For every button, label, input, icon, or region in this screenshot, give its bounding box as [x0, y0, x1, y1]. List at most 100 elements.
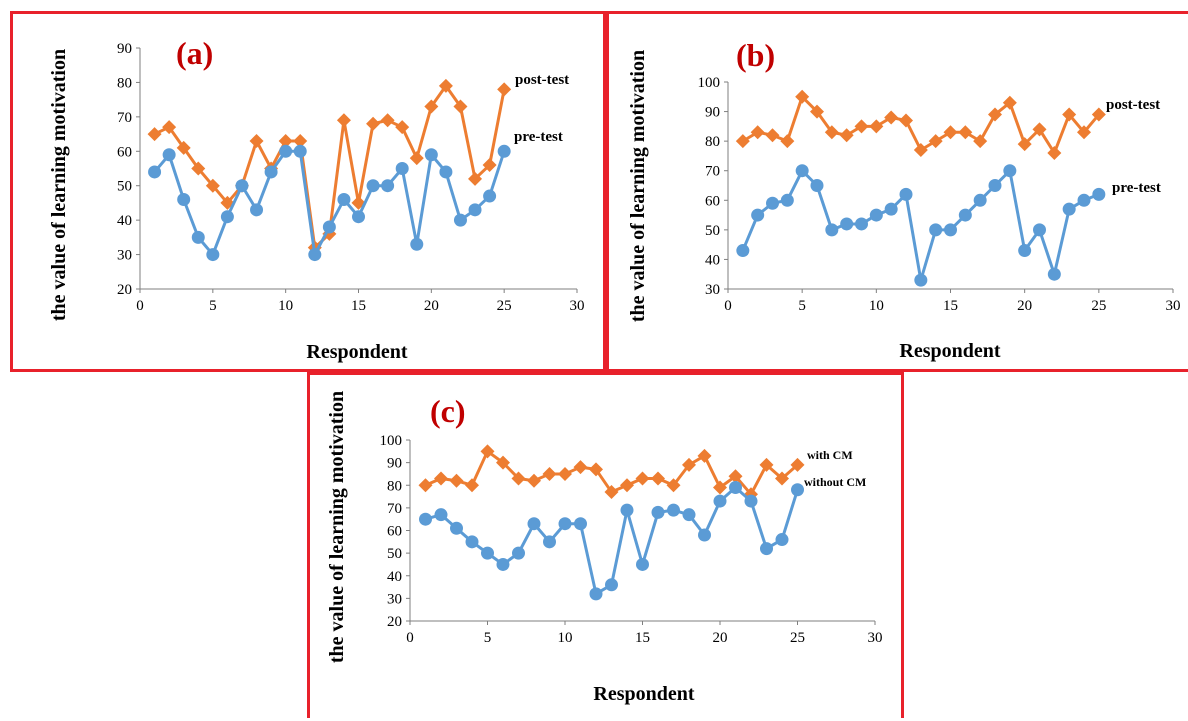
data-point-without-cm [713, 494, 727, 508]
y-axis-title: the value of learning motivation [48, 49, 70, 321]
y-tick-label: 50 [117, 179, 132, 195]
y-tick-label: 90 [705, 105, 720, 121]
x-tick-label: 10 [869, 298, 884, 314]
data-point-post-test [176, 140, 191, 155]
data-point-with-cm [465, 478, 479, 493]
data-point-post-test [735, 134, 750, 149]
x-tick-label: 0 [406, 630, 414, 646]
data-point-post-test [750, 125, 765, 140]
data-point-pre-test [1092, 187, 1106, 201]
series-label-pre-test: pre-test [514, 129, 563, 145]
data-point-pre-test [497, 144, 511, 158]
y-tick-label: 90 [117, 41, 132, 57]
data-point-post-test [438, 78, 453, 93]
data-point-post-test [824, 125, 839, 140]
x-tick-label: 5 [484, 630, 492, 646]
data-point-pre-test [914, 273, 928, 287]
y-tick-label: 30 [705, 282, 720, 298]
data-point-post-test [453, 99, 468, 114]
data-point-without-cm [450, 521, 463, 535]
data-point-with-cm [480, 444, 495, 459]
x-axis-title: Respondent [593, 683, 694, 705]
data-point-pre-test [293, 144, 307, 158]
data-point-with-cm [573, 460, 588, 475]
data-point-pre-test [1033, 223, 1046, 237]
x-tick-label: 20 [713, 630, 728, 646]
data-point-pre-test [352, 210, 365, 224]
data-point-post-test [497, 82, 512, 97]
data-point-pre-test [736, 244, 750, 258]
data-point-post-test [958, 125, 973, 140]
data-point-with-cm [620, 478, 634, 493]
y-tick-label: 50 [705, 223, 720, 239]
data-point-post-test [1047, 145, 1062, 160]
series-line-without-cm [425, 486, 799, 596]
y-tick-label: 40 [705, 252, 720, 268]
data-point-pre-test [206, 248, 220, 262]
data-point-post-test [765, 128, 780, 143]
data-point-with-cm [449, 473, 464, 488]
y-tick-label: 30 [117, 248, 132, 264]
x-tick-label: 0 [724, 298, 732, 314]
data-point-post-test [795, 89, 810, 104]
x-tick-label: 15 [351, 298, 366, 314]
data-point-pre-test [958, 208, 972, 222]
data-point-pre-test [825, 223, 839, 237]
x-tick-label: 5 [209, 298, 217, 314]
data-point-with-cm [418, 478, 433, 493]
data-point-pre-test [381, 179, 395, 193]
data-point-with-cm [759, 457, 774, 472]
data-point-pre-test [235, 179, 249, 193]
data-point-post-test [839, 128, 854, 143]
data-point-post-test [293, 133, 308, 148]
data-point-post-test [973, 134, 988, 149]
data-point-without-cm [651, 505, 665, 519]
y-tick-label: 40 [117, 213, 132, 229]
data-point-pre-test [279, 144, 293, 158]
y-tick-label: 60 [387, 524, 402, 540]
data-point-with-cm [775, 471, 789, 486]
data-point-without-cm [527, 517, 541, 531]
data-point-without-cm [512, 546, 525, 560]
data-point-without-cm [543, 535, 556, 549]
data-point-pre-test [177, 192, 191, 206]
data-point-pre-test [929, 223, 943, 237]
data-point-with-cm [697, 448, 712, 463]
y-tick-label: 90 [387, 456, 402, 472]
y-tick-label: 20 [117, 282, 132, 298]
y-tick-label: 50 [387, 546, 402, 562]
data-point-pre-test [322, 220, 336, 234]
data-point-with-cm [496, 455, 510, 470]
data-point-with-cm [589, 462, 603, 477]
data-point-without-cm [481, 546, 494, 560]
data-point-post-test [869, 119, 884, 134]
data-point-without-cm [465, 535, 479, 549]
y-tick-label: 80 [117, 75, 132, 91]
x-tick-label: 10 [558, 630, 573, 646]
data-point-without-cm [605, 578, 618, 592]
y-tick-label: 40 [387, 569, 402, 585]
data-point-pre-test [395, 162, 409, 175]
data-point-post-test [1062, 107, 1077, 122]
data-point-with-cm [527, 473, 541, 488]
data-point-pre-test [988, 179, 1002, 192]
data-point-without-cm [574, 517, 587, 531]
data-point-pre-test [337, 192, 351, 206]
data-point-post-test [380, 113, 395, 128]
data-point-with-cm [713, 480, 727, 495]
x-tick-label: 10 [278, 298, 293, 314]
data-point-without-cm [729, 481, 742, 495]
data-point-pre-test [250, 203, 264, 217]
data-point-pre-test [483, 189, 497, 203]
y-axis-title: the value of learning motivation [326, 391, 348, 663]
panel-label: (c) [430, 393, 466, 429]
x-tick-label: 15 [943, 298, 958, 314]
x-tick-label: 0 [136, 298, 144, 314]
data-point-with-cm [666, 478, 681, 493]
data-point-pre-test [780, 193, 794, 207]
data-point-post-test [943, 125, 958, 140]
data-point-without-cm [589, 587, 603, 601]
y-axis-title: the value of learning motivation [627, 50, 649, 322]
x-tick-label: 20 [1017, 298, 1032, 314]
data-point-post-test [854, 119, 869, 134]
